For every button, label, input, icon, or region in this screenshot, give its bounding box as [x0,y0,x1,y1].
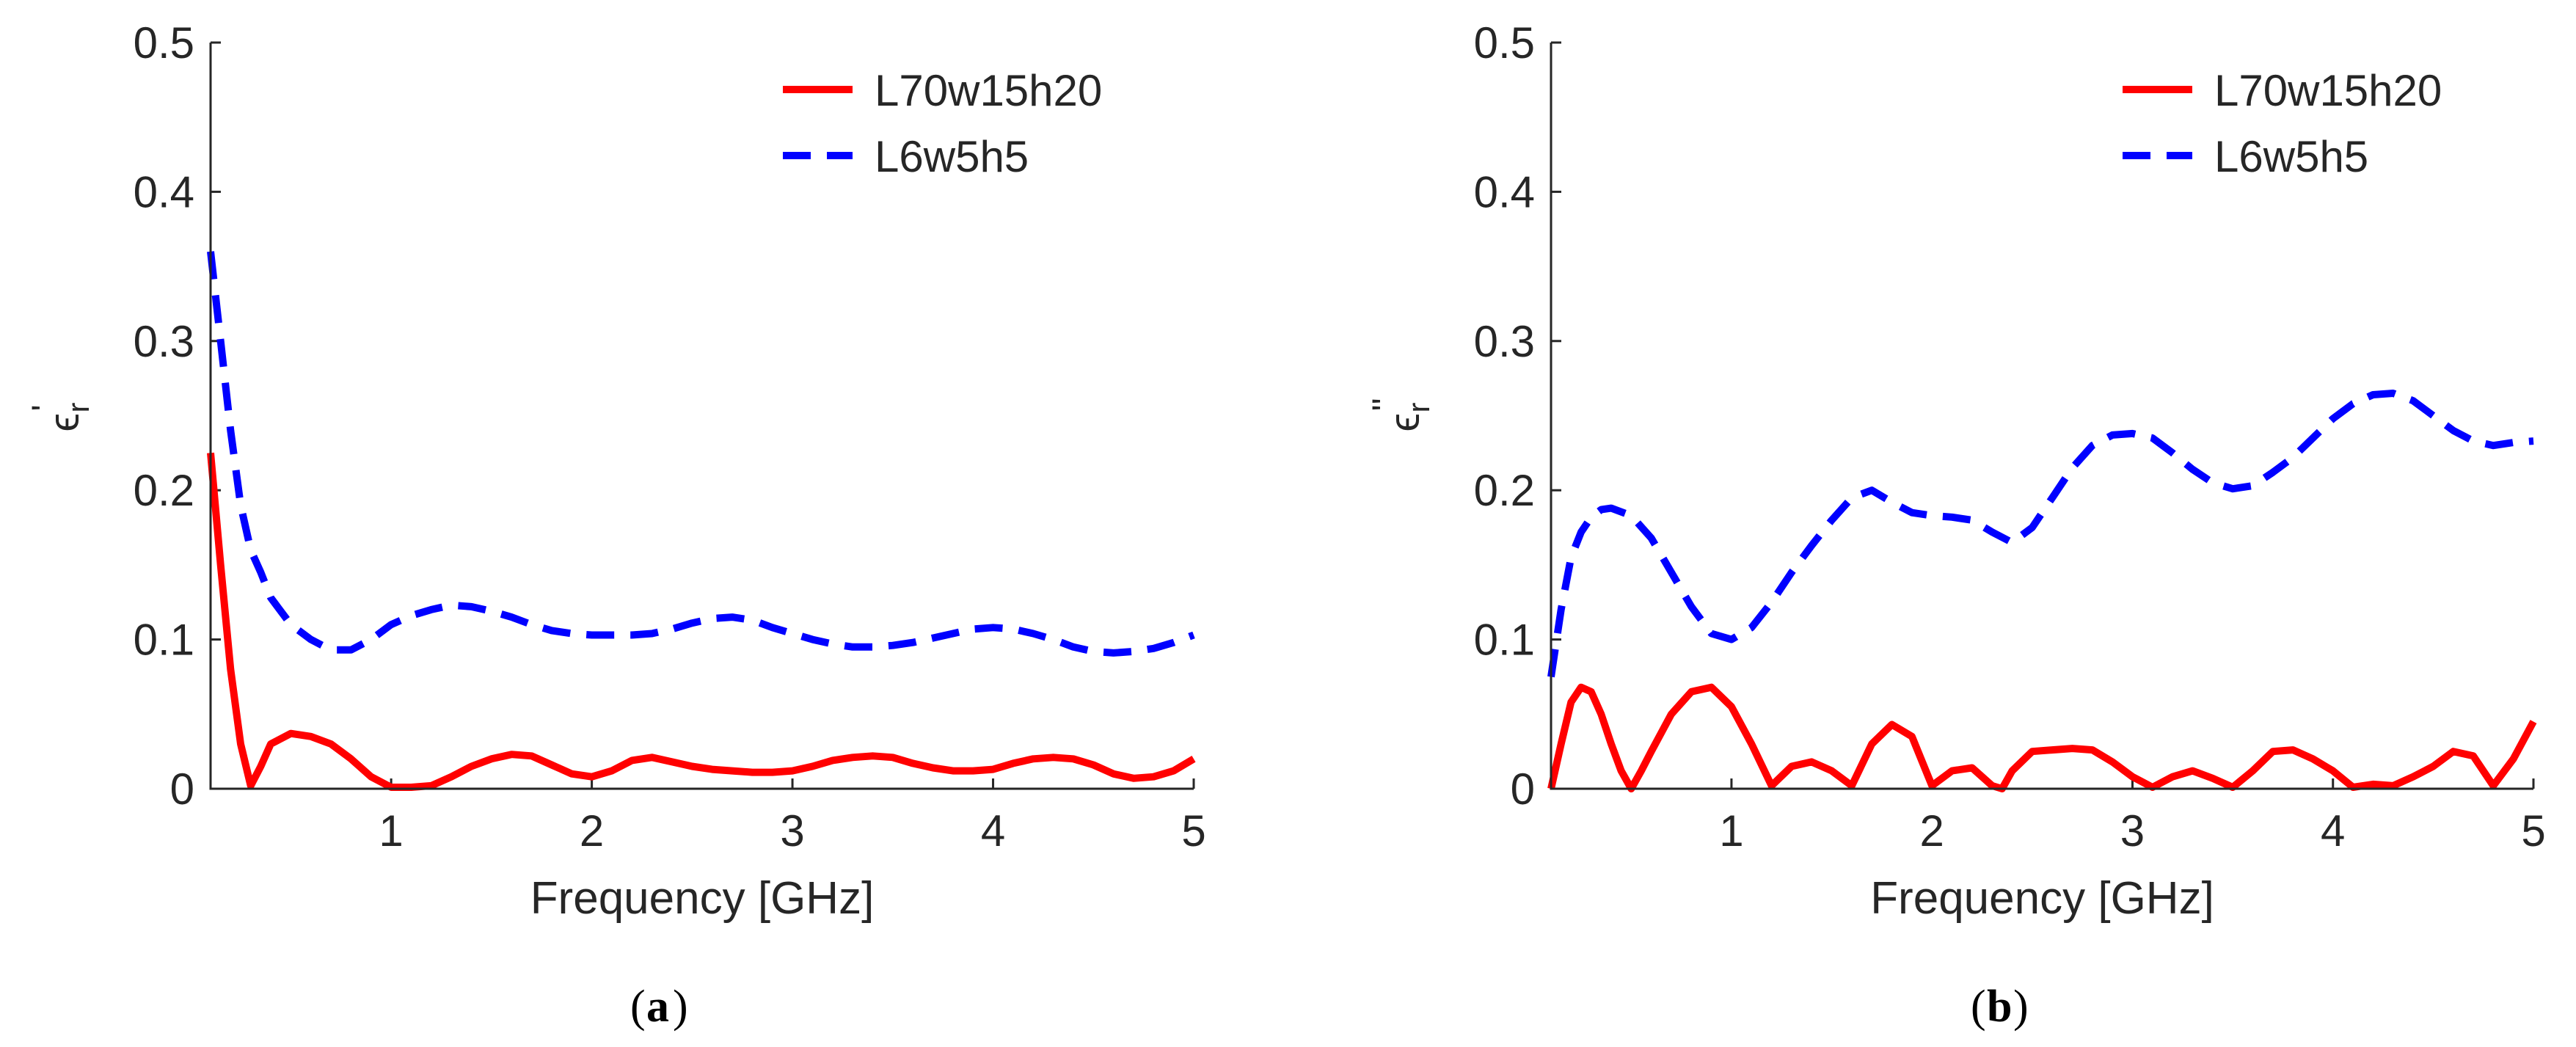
x-axis-label: Frequency [GHz] [1870,873,2214,924]
caption-paren-close: ) [673,982,688,1032]
legend: L70w15h20 L6w5h5 [783,66,1102,181]
y-tick-label: 0 [1511,765,1535,814]
series-layer-a [207,251,1196,791]
x-tick-label: 4 [981,806,1005,856]
axes-frame-a [209,43,1194,790]
series-layer-b [1547,390,2537,792]
legend: L70w15h20 L6w5h5 [2123,66,2442,181]
legend-label: L70w15h20 [875,66,1102,115]
y-tick-label: 0.1 [134,616,194,665]
y-axis-subscript: r [1401,403,1436,413]
axes-frame-b [1550,43,2533,790]
y-axis-superscript: '' [1366,398,1405,411]
x-tick-label: 2 [580,806,604,856]
panel-caption-a: ( a ) [630,982,688,1032]
caption-paren-open: ( [630,982,646,1032]
y-axis-superscript: ' [26,404,65,411]
x-tick-label: 3 [2120,806,2145,856]
legend-label: L6w5h5 [875,132,1029,181]
x-axis-label: Frequency [GHz] [530,873,875,924]
y-tick-marks-a [211,41,221,790]
series-line-dashed [207,251,1195,657]
y-tick-label: 0.3 [1474,317,1535,366]
x-tick-label: 5 [2521,806,2545,856]
x-tick-label: 1 [1719,806,1743,856]
x-tick-label: 2 [1920,806,1944,856]
y-axis-label: ϵ r '' [1366,398,1436,431]
y-tick-label: 0 [170,765,194,814]
y-tick-label: 0.4 [1474,167,1535,216]
y-tick-label: 0.5 [1474,18,1535,68]
panel-caption-b: ( b ) [1971,982,2029,1032]
y-tick-label: 0.2 [134,466,194,515]
series-line-solid [1547,683,2537,792]
chart-panel-a: 0 0.1 0.2 0.3 0.4 0.5 1 2 3 4 5 Frequenc… [26,18,1206,1032]
series-line-solid [207,452,1196,791]
caption-letter: b [1987,982,2012,1032]
chart-panel-b: 0 0.1 0.2 0.3 0.4 0.5 1 2 3 4 5 Frequenc… [1366,18,2546,1032]
y-tick-label: 0.2 [1474,466,1535,515]
x-tick-label: 1 [379,806,403,856]
y-axis-symbol: ϵ [40,413,88,432]
x-tick-label: 3 [780,806,804,856]
y-axis-subscript: r [61,403,95,413]
y-tick-label: 0.1 [1474,616,1535,665]
x-tick-marks-a [390,778,1195,789]
caption-paren-close: ) [2013,982,2029,1032]
y-tick-label: 0.3 [134,317,194,366]
x-tick-label: 5 [1181,806,1205,856]
y-axis-symbol: ϵ [1381,413,1429,432]
caption-paren-open: ( [1971,982,1986,1032]
caption-letter: a [646,982,669,1032]
y-tick-label: 0.5 [134,18,194,68]
series-line-dashed [1547,390,2534,678]
y-axis-label: ϵ r ' [26,403,95,432]
legend-label: L6w5h5 [2214,132,2368,181]
x-tick-label: 4 [2321,806,2345,856]
legend-label: L70w15h20 [2214,66,2442,115]
y-tick-label: 0.4 [134,167,194,216]
